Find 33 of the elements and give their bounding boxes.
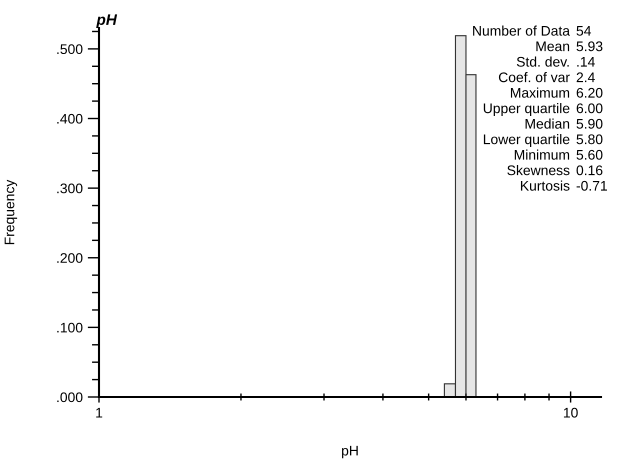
annotation: 5.90: [576, 118, 602, 129]
y-tick-label: .000: [57, 392, 82, 402]
y-tick-label: .200: [57, 253, 82, 263]
y-tick-label: .300: [57, 183, 82, 194]
x-axis-title: pH: [342, 446, 358, 458]
annotation: 6.20: [576, 88, 602, 98]
annotation: 5.80: [576, 134, 602, 144]
y-axis-title: Frequency: [4, 180, 18, 244]
annotation: Minimum: [514, 150, 570, 160]
annotation: Skewness: [507, 165, 570, 176]
annotation: Upper quartile: [484, 103, 570, 116]
annotation: Maximum: [510, 88, 570, 98]
annotation: 0.16: [576, 165, 602, 176]
annotation: Number of Data: [473, 26, 570, 36]
annotation: 6.00: [576, 103, 602, 114]
annotation: 54: [576, 26, 592, 36]
annotation: 5.93: [576, 41, 602, 52]
annotation: Coef. of var: [498, 72, 570, 82]
annotation: -0.71: [576, 180, 607, 191]
annotation: Std. dev.: [516, 56, 569, 67]
annotation: 5.60: [576, 150, 602, 160]
annotation: Mean: [536, 42, 570, 52]
annotation: Kurtosis: [520, 180, 570, 191]
annotation: .14: [577, 57, 595, 67]
y-tick-label: .400: [57, 114, 82, 124]
chart-title: pH: [96, 14, 118, 28]
annotation: 2.4: [576, 72, 595, 82]
annotation: Median: [526, 118, 570, 129]
annotation: Lower quartile: [484, 134, 570, 147]
x-tick-label: 10: [564, 408, 578, 418]
y-tick-label: .500: [57, 44, 82, 54]
y-tick-label: .100: [57, 322, 82, 333]
x-tick-label: 1: [96, 408, 102, 418]
